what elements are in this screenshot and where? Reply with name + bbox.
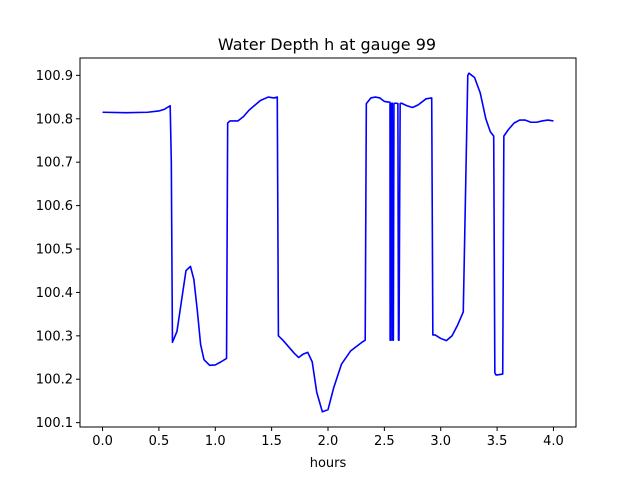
series-line-0 xyxy=(102,72,554,413)
x-tick-label: 2.0 xyxy=(318,434,339,449)
x-tick-label: 1.5 xyxy=(261,434,282,449)
x-tick-label: 0.5 xyxy=(149,434,170,449)
x-tick-label: 2.5 xyxy=(374,434,395,449)
x-tick-label: 3.0 xyxy=(430,434,451,449)
x-tick-label: 0.0 xyxy=(92,434,113,449)
y-tick-label: 100.2 xyxy=(36,373,73,388)
y-tick-label: 100.7 xyxy=(36,156,73,171)
x-tick-label: 1.0 xyxy=(205,434,226,449)
axes-frame xyxy=(79,57,577,428)
y-tick-label: 100.5 xyxy=(36,243,73,258)
x-tick-label: 4.0 xyxy=(543,434,564,449)
axis-ticks: 0.0 0.5 1.0 1.5 2.0 2.5 3.0 3.5 4.0 100.1 100.2 100… xyxy=(36,69,564,449)
y-tick-label: 100.8 xyxy=(36,112,73,127)
x-tick-label: 3.5 xyxy=(487,434,508,449)
plot-area xyxy=(102,72,554,413)
y-tick-label: 100.1 xyxy=(36,416,73,431)
chart-title: Water Depth h at gauge 99 xyxy=(218,35,436,54)
y-tick-label: 100.3 xyxy=(36,329,73,344)
y-tick-label: 100.9 xyxy=(36,69,73,84)
x-axis-label: hours xyxy=(310,456,347,471)
y-tick-label: 100.6 xyxy=(36,199,73,214)
y-tick-label: 100.4 xyxy=(36,286,73,301)
